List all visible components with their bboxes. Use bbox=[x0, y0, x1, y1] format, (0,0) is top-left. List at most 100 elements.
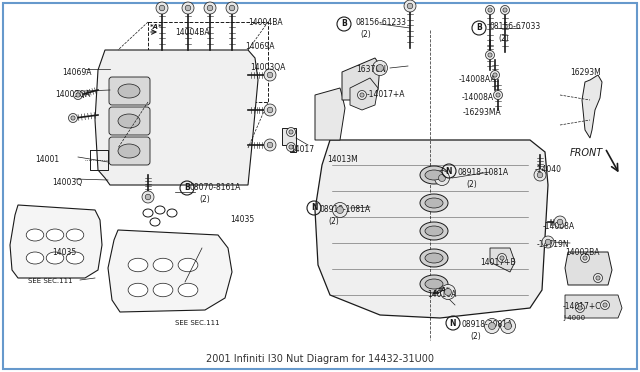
Circle shape bbox=[71, 116, 75, 120]
Text: B: B bbox=[476, 23, 482, 32]
Text: 14035: 14035 bbox=[230, 215, 254, 224]
Ellipse shape bbox=[420, 222, 448, 240]
Text: 08070-8161A: 08070-8161A bbox=[190, 183, 241, 192]
Circle shape bbox=[207, 5, 212, 11]
Circle shape bbox=[440, 285, 456, 299]
Circle shape bbox=[554, 216, 566, 228]
Circle shape bbox=[289, 145, 293, 149]
Text: -14008AA: -14008AA bbox=[459, 75, 497, 84]
Circle shape bbox=[264, 69, 276, 81]
Text: (2): (2) bbox=[470, 332, 481, 341]
Text: 14035: 14035 bbox=[52, 248, 76, 257]
Ellipse shape bbox=[128, 258, 148, 272]
Circle shape bbox=[503, 8, 507, 12]
Circle shape bbox=[500, 256, 504, 260]
Circle shape bbox=[264, 104, 276, 116]
Circle shape bbox=[578, 306, 582, 310]
Text: (2): (2) bbox=[328, 217, 339, 226]
FancyBboxPatch shape bbox=[109, 137, 150, 165]
Text: 14013M: 14013M bbox=[327, 155, 358, 164]
Ellipse shape bbox=[420, 275, 448, 293]
Circle shape bbox=[287, 128, 296, 137]
Circle shape bbox=[360, 93, 364, 97]
Circle shape bbox=[76, 93, 80, 97]
Text: (2): (2) bbox=[466, 180, 477, 189]
Circle shape bbox=[337, 206, 344, 214]
Circle shape bbox=[542, 236, 554, 248]
Circle shape bbox=[226, 2, 238, 14]
Circle shape bbox=[583, 256, 587, 260]
FancyBboxPatch shape bbox=[109, 107, 150, 135]
Polygon shape bbox=[282, 128, 296, 152]
Text: 08918-1081A: 08918-1081A bbox=[320, 205, 371, 214]
Circle shape bbox=[488, 323, 495, 330]
Circle shape bbox=[500, 318, 515, 334]
Circle shape bbox=[493, 90, 502, 99]
Circle shape bbox=[333, 202, 348, 218]
Text: *A*: *A* bbox=[150, 24, 163, 30]
Polygon shape bbox=[582, 75, 602, 138]
Circle shape bbox=[557, 219, 563, 225]
Polygon shape bbox=[95, 50, 258, 185]
Circle shape bbox=[575, 304, 584, 312]
Text: B: B bbox=[341, 19, 347, 29]
Text: N: N bbox=[450, 318, 456, 327]
Polygon shape bbox=[315, 88, 345, 140]
Ellipse shape bbox=[26, 229, 44, 241]
Circle shape bbox=[229, 5, 235, 11]
Text: 14001: 14001 bbox=[35, 155, 59, 164]
Circle shape bbox=[445, 289, 451, 295]
Circle shape bbox=[493, 73, 497, 77]
Text: B: B bbox=[184, 183, 190, 192]
Ellipse shape bbox=[425, 170, 443, 180]
Ellipse shape bbox=[153, 283, 173, 297]
Text: (2): (2) bbox=[199, 195, 210, 204]
Circle shape bbox=[488, 53, 492, 57]
Polygon shape bbox=[565, 295, 622, 318]
Polygon shape bbox=[10, 205, 102, 278]
Polygon shape bbox=[315, 140, 548, 318]
Circle shape bbox=[289, 130, 293, 134]
Circle shape bbox=[504, 323, 511, 330]
Circle shape bbox=[159, 5, 165, 11]
Circle shape bbox=[500, 6, 509, 15]
Circle shape bbox=[593, 273, 602, 282]
Circle shape bbox=[488, 8, 492, 12]
Circle shape bbox=[490, 71, 499, 80]
Ellipse shape bbox=[420, 194, 448, 212]
Circle shape bbox=[156, 2, 168, 14]
Text: -14719N: -14719N bbox=[537, 240, 570, 249]
Ellipse shape bbox=[128, 283, 148, 297]
Ellipse shape bbox=[46, 252, 64, 264]
Circle shape bbox=[537, 172, 543, 178]
Text: 14069A: 14069A bbox=[62, 68, 92, 77]
Circle shape bbox=[404, 0, 416, 12]
Ellipse shape bbox=[46, 229, 64, 241]
Circle shape bbox=[497, 253, 506, 263]
Text: 08156-61233: 08156-61233 bbox=[355, 18, 406, 27]
Text: 14004BA: 14004BA bbox=[175, 28, 210, 37]
Circle shape bbox=[145, 194, 151, 200]
Text: 14069A: 14069A bbox=[245, 42, 275, 51]
Circle shape bbox=[287, 142, 296, 151]
Circle shape bbox=[268, 142, 273, 148]
Circle shape bbox=[74, 90, 83, 99]
Circle shape bbox=[596, 276, 600, 280]
Polygon shape bbox=[490, 248, 515, 272]
Polygon shape bbox=[342, 58, 380, 100]
Text: 14010A: 14010A bbox=[427, 290, 456, 299]
Text: -14040: -14040 bbox=[535, 165, 562, 174]
Circle shape bbox=[486, 6, 495, 15]
Text: N: N bbox=[445, 167, 452, 176]
Bar bbox=[148, 22, 268, 102]
Circle shape bbox=[142, 191, 154, 203]
Text: 14017: 14017 bbox=[290, 145, 314, 154]
Ellipse shape bbox=[178, 283, 198, 297]
Text: FRONT: FRONT bbox=[570, 148, 604, 158]
Circle shape bbox=[204, 2, 216, 14]
Text: 16293M: 16293M bbox=[570, 68, 601, 77]
Text: -14008A: -14008A bbox=[543, 222, 575, 231]
Text: 08156-67033: 08156-67033 bbox=[490, 22, 541, 31]
Circle shape bbox=[376, 64, 383, 71]
Circle shape bbox=[545, 239, 551, 245]
